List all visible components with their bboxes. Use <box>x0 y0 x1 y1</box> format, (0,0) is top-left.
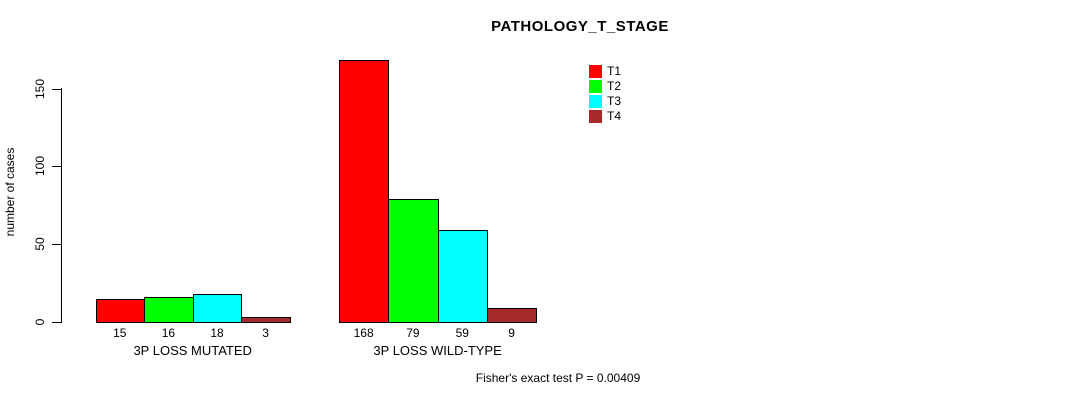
bar-t4-group1 <box>241 317 291 323</box>
bar-t3-group2 <box>437 230 488 323</box>
bar-value-label: 15 <box>113 326 127 340</box>
legend-label-t3: T3 <box>607 94 622 108</box>
y-tick-label: 150 <box>33 78 47 99</box>
y-tick-mark <box>52 322 61 323</box>
category-label: 3P LOSS MUTATED <box>133 343 252 358</box>
legend-label-t4: T4 <box>607 109 622 123</box>
y-tick-mark <box>52 244 61 246</box>
bar-t3-group1 <box>192 293 243 323</box>
bar-t1-group1 <box>95 298 146 323</box>
bar-t4-group2 <box>486 307 538 323</box>
category-label: 3P LOSS WILD-TYPE <box>373 343 502 358</box>
y-tick-label: 50 <box>33 237 47 251</box>
bar-value-label: 18 <box>210 326 224 340</box>
y-tick-label: 100 <box>33 156 47 177</box>
y-axis-line <box>61 88 62 323</box>
legend-label-t1: T1 <box>607 64 622 78</box>
annotation-text: Fisher's exact test P = 0.00409 <box>475 371 641 385</box>
chart-title: PATHOLOGY_T_STAGE <box>491 18 669 35</box>
bar-value-label: 168 <box>353 326 374 340</box>
bar-value-label: 3 <box>262 326 269 340</box>
legend-swatch-t1 <box>589 65 602 78</box>
bar-t2-group2 <box>388 199 439 323</box>
bar-value-label: 16 <box>161 326 176 340</box>
y-axis-label: number of cases <box>3 147 17 237</box>
bar-value-label: 59 <box>455 326 469 340</box>
bar-t1-group2 <box>339 60 390 323</box>
bar-value-label: 79 <box>406 326 420 340</box>
legend-swatch-t4 <box>589 110 602 123</box>
y-tick-label: 0 <box>33 318 47 326</box>
bar-t2-group1 <box>144 297 194 323</box>
y-tick-mark <box>52 88 61 90</box>
legend-label-t2: T2 <box>607 79 622 93</box>
legend-swatch-t2 <box>589 80 602 93</box>
bar-value-label: 9 <box>508 326 515 340</box>
legend-swatch-t3 <box>589 95 602 108</box>
y-tick-mark <box>52 166 61 168</box>
